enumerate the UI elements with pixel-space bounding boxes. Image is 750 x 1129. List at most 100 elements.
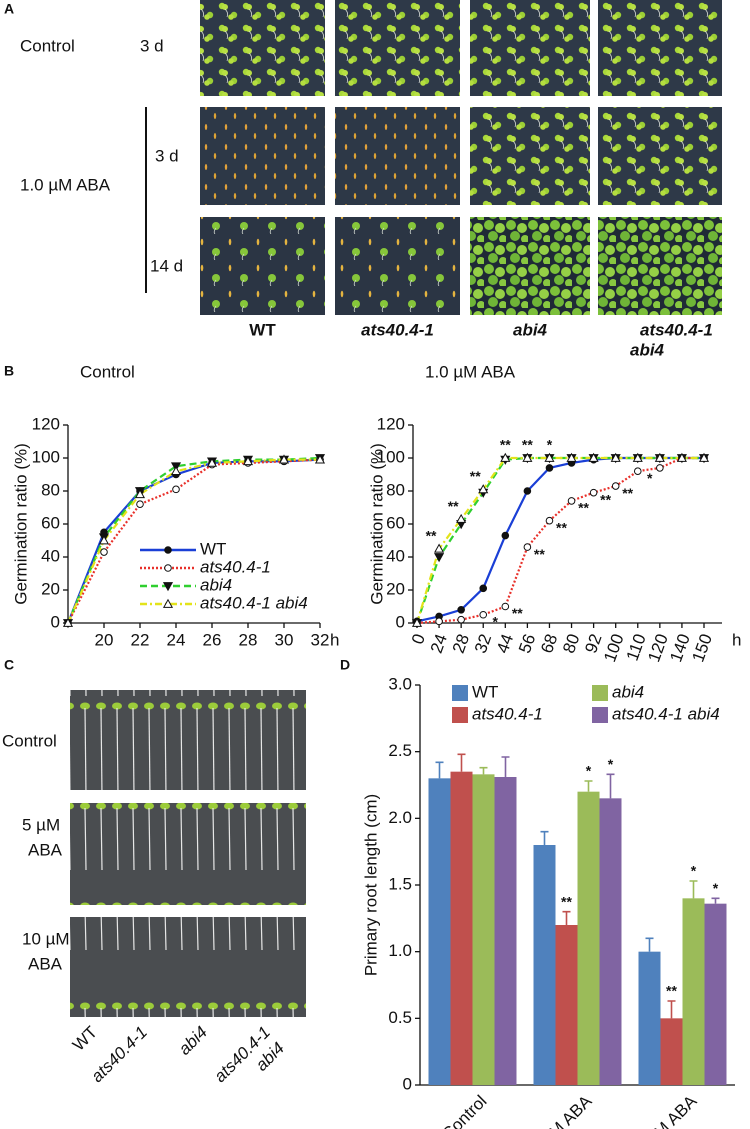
legend-swatch (452, 685, 468, 701)
marker (98, 535, 110, 545)
marker (242, 456, 254, 466)
significance: ** (522, 437, 533, 453)
significance: * (547, 437, 553, 453)
seedling-photo (200, 0, 325, 96)
marker (611, 482, 620, 490)
significance: ** (448, 498, 459, 514)
marker (698, 452, 710, 462)
significance: ** (578, 500, 589, 516)
marker (522, 452, 533, 462)
x-tick-label: 68 (537, 631, 561, 655)
significance: ** (600, 491, 611, 507)
significance: * (647, 470, 653, 486)
significance: ** (512, 605, 523, 621)
x-tick-label: Control (438, 1092, 490, 1129)
significance: * (608, 756, 614, 772)
marker (501, 531, 510, 540)
significance: ** (561, 893, 572, 909)
marker (457, 606, 465, 614)
bar (494, 777, 517, 1085)
marker (654, 452, 665, 462)
panel-label: A (4, 1, 14, 17)
seedling-photo (335, 107, 460, 205)
seedling-photo (200, 107, 325, 205)
legend-swatch (452, 707, 468, 723)
y-tick-label: 1.0 (388, 941, 412, 960)
x-tick-label: 100 (600, 631, 628, 664)
y-tick-label: 0 (51, 612, 60, 631)
y-tick-label: 100 (32, 447, 60, 466)
significance: ** (470, 468, 481, 484)
y-axis-label: Germination ratio (%) (11, 443, 30, 605)
root-photo (70, 690, 306, 790)
y-tick-label: 40 (386, 546, 405, 565)
seedling-photo (598, 0, 722, 96)
error-bar (667, 1000, 676, 1019)
x-tick-label: 80 (559, 631, 583, 655)
error-bar (457, 753, 466, 772)
time-label: 3 d (140, 36, 164, 55)
condition-label: Control (2, 731, 57, 750)
seedling-photo (335, 217, 460, 315)
marker (523, 487, 532, 495)
series-line (66, 456, 321, 624)
y-tick-label: 40 (41, 546, 60, 565)
marker (632, 452, 643, 462)
root-photo (70, 917, 306, 1017)
x-tick-label: 30 (275, 630, 294, 649)
x-tick-label: 150 (688, 631, 716, 664)
seedling-photo (470, 107, 590, 205)
y-tick-label: 120 (377, 414, 405, 433)
time-label: 14 d (150, 256, 183, 275)
chart-title: Control (80, 362, 135, 381)
y-tick-label: 80 (41, 480, 60, 499)
marker (435, 617, 443, 626)
x-tick-label: 22 (131, 630, 150, 649)
marker (545, 464, 554, 472)
bar (472, 774, 495, 1085)
genotype-label: ats40.4-1 (640, 320, 713, 339)
x-tick-label: 0 (408, 631, 429, 646)
x-tick-label: 44 (493, 631, 517, 655)
marker (523, 543, 532, 551)
y-axis-label: Primary root length (cm) (361, 794, 380, 976)
seedling-photo (598, 217, 722, 315)
seedling-photo (335, 0, 460, 96)
condition-label: Control (20, 36, 75, 55)
marker (656, 464, 664, 472)
x-unit: h (732, 630, 741, 649)
legend-label: abi4 (612, 682, 644, 701)
x-tick-label: 5 µM ABA (528, 1091, 596, 1129)
marker (588, 452, 599, 462)
marker (434, 553, 445, 563)
error-bar (562, 910, 571, 925)
seedling-photo (598, 107, 722, 205)
x-tick-label: 10 µM ABA (627, 1091, 701, 1129)
significance: ** (556, 519, 567, 535)
error-bar (645, 937, 654, 952)
condition-label: 1.0 µM ABA (20, 175, 111, 194)
legend-label: WT (200, 539, 226, 558)
bar (577, 791, 600, 1085)
panel-label: B (4, 363, 14, 379)
x-tick-label: 28 (239, 630, 258, 649)
marker (676, 452, 687, 462)
marker (206, 457, 218, 467)
y-tick-label: 60 (41, 513, 60, 532)
y-tick-label: 20 (41, 579, 60, 598)
marker (136, 500, 144, 509)
marker (162, 582, 174, 592)
legend-label: abi4 (200, 575, 232, 594)
condition-label: 10 µM (22, 929, 70, 948)
x-tick-label: 20 (95, 630, 114, 649)
marker (162, 598, 174, 608)
panel-label: D (340, 657, 350, 673)
seedling-photo (470, 217, 590, 315)
significance: ** (500, 437, 511, 453)
error-bar (711, 897, 720, 904)
significance: ** (666, 983, 677, 999)
error-bar (540, 830, 549, 845)
x-tick-label: 24 (427, 631, 451, 655)
legend-label: ats40.4-1 (472, 704, 543, 723)
series-line (416, 456, 704, 623)
